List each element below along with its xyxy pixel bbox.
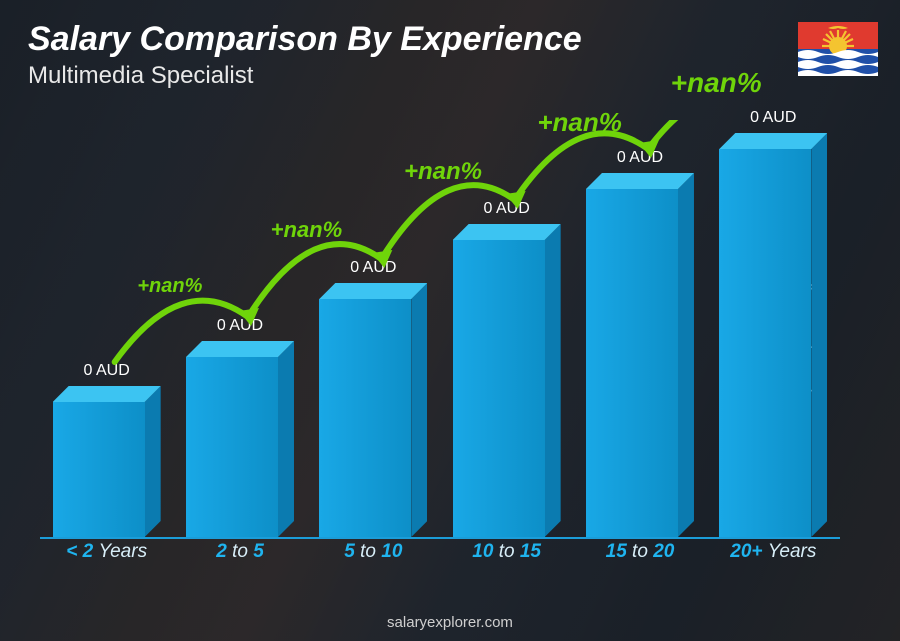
- bar-front: [319, 299, 411, 537]
- bar-side: [678, 173, 694, 537]
- bar-top: [53, 386, 161, 402]
- x-axis-label: 15 to 20: [573, 541, 706, 571]
- delta-label: +nan%: [404, 158, 482, 186]
- bar-slot: 0 AUD: [40, 120, 173, 537]
- chart-subtitle: Multimedia Specialist: [28, 62, 253, 90]
- delta-label: +nan%: [137, 275, 202, 298]
- footer-attribution: salaryexplorer.com: [0, 614, 900, 631]
- bar: 0 AUD: [719, 133, 827, 537]
- bar: 0 AUD: [319, 283, 427, 537]
- bar-value-label: 0 AUD: [703, 109, 843, 127]
- x-axis-label: 5 to 10: [307, 541, 440, 571]
- bar-value-label: 0 AUD: [570, 149, 710, 167]
- flag-icon: [798, 22, 878, 76]
- x-axis-label: 10 to 15: [440, 541, 573, 571]
- bar-side: [811, 133, 827, 537]
- bar-slot: 0 AUD: [707, 120, 840, 537]
- x-axis-label: < 2 Years: [40, 541, 173, 571]
- bar-side: [278, 341, 294, 537]
- chart-canvas: Salary Comparison By Experience Multimed…: [0, 0, 900, 641]
- bar-side: [545, 224, 561, 537]
- bar-top: [186, 341, 294, 357]
- bar-front: [586, 189, 678, 537]
- x-axis-label: 20+ Years: [707, 541, 840, 571]
- x-labels: < 2 Years2 to 55 to 1010 to 1515 to 2020…: [40, 541, 840, 571]
- bar-top: [719, 133, 827, 149]
- bar-top: [319, 283, 427, 299]
- bar-side: [411, 283, 427, 537]
- delta-label: +nan%: [671, 67, 762, 99]
- bar: 0 AUD: [586, 173, 694, 537]
- bar-slot: 0 AUD: [573, 120, 706, 537]
- delta-label: +nan%: [537, 107, 622, 138]
- x-axis-line: [40, 537, 840, 539]
- bar-value-label: 0 AUD: [437, 200, 577, 218]
- bar-side: [145, 386, 161, 537]
- bar-front: [53, 402, 145, 537]
- bar: 0 AUD: [186, 341, 294, 537]
- bar-value-label: 0 AUD: [37, 362, 177, 380]
- bar: 0 AUD: [53, 386, 161, 537]
- delta-label: +nan%: [271, 217, 343, 243]
- x-axis-label: 2 to 5: [173, 541, 306, 571]
- bar-front: [453, 240, 545, 537]
- bar-top: [453, 224, 561, 240]
- bar-value-label: 0 AUD: [170, 317, 310, 335]
- bar-front: [719, 149, 811, 537]
- chart-area: 0 AUD0 AUD0 AUD0 AUD0 AUD0 AUD < 2 Years…: [40, 120, 840, 571]
- bar-front: [186, 357, 278, 537]
- bar-value-label: 0 AUD: [303, 259, 443, 277]
- kiribati-flag-svg: [798, 22, 878, 76]
- chart-title: Salary Comparison By Experience: [28, 20, 582, 59]
- bar-top: [586, 173, 694, 189]
- bar: 0 AUD: [453, 224, 561, 537]
- bar-slot: 0 AUD: [173, 120, 306, 537]
